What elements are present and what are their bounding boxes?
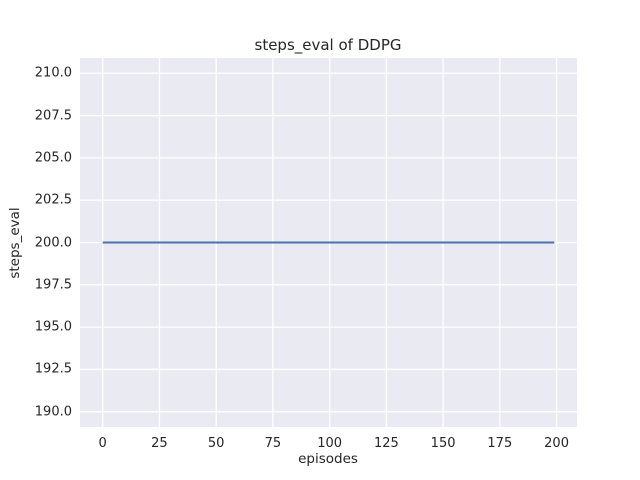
x-tick-label: 0: [98, 436, 107, 451]
x-tick-label: 175: [487, 436, 513, 451]
y-axis-label: steps_eval: [7, 207, 23, 279]
y-tick-label: 200.0: [34, 235, 72, 250]
y-tick-label: 207.5: [34, 108, 72, 124]
x-tick-label: 150: [430, 436, 456, 451]
y-tick-label: 205.0: [34, 150, 72, 166]
chart-title: steps_eval of DDPG: [254, 36, 402, 54]
x-axis-label: episodes: [298, 451, 358, 467]
y-tick-label: 190.0: [34, 404, 72, 420]
plot-area: [80, 58, 577, 427]
x-tick-label: 125: [373, 436, 399, 451]
x-tick-label: 100: [317, 436, 343, 451]
x-tick-label: 200: [544, 436, 569, 451]
y-tick-label: 195.0: [34, 319, 72, 335]
y-tick-label: 192.5: [34, 361, 72, 377]
plot-svg: [80, 58, 577, 427]
y-tick-label: 202.5: [34, 192, 72, 208]
y-tick-label: 197.5: [34, 277, 72, 293]
x-tick-label: 75: [264, 436, 282, 451]
x-tick-label: 25: [151, 436, 168, 451]
y-tick-label: 210.0: [34, 65, 72, 81]
x-tick-label: 50: [207, 436, 225, 451]
